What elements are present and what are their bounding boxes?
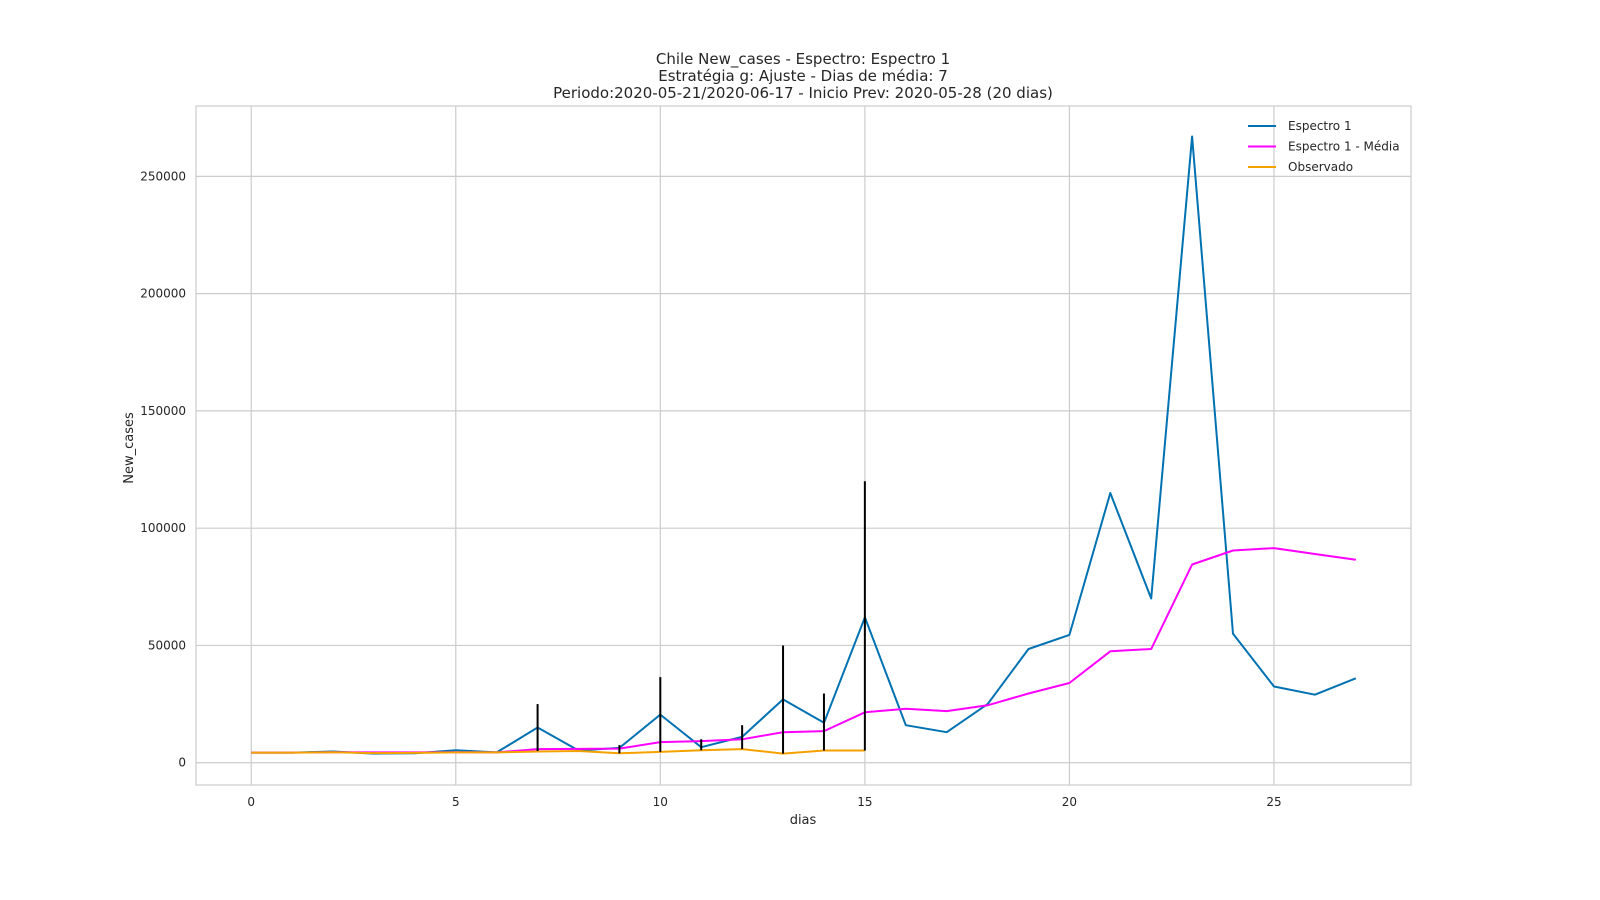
- plot-area-frame: [195, 105, 1412, 786]
- y-tick-label: 50000: [148, 638, 186, 652]
- x-tick-label: 25: [1266, 795, 1281, 809]
- y-axis-label: New_cases: [122, 412, 137, 484]
- x-tick-label: 0: [247, 795, 255, 809]
- x-tick-label: 20: [1062, 795, 1077, 809]
- y-tick-label: 150000: [140, 404, 186, 418]
- x-tick-label: 10: [653, 795, 668, 809]
- y-tick-label: 250000: [140, 169, 186, 183]
- y-tick-label: 100000: [140, 521, 186, 535]
- y-tick-label: 0: [178, 756, 186, 770]
- error-bars: [536, 481, 866, 754]
- chart-title-line-1: Chile New_cases - Espectro: Espectro 1: [656, 50, 950, 69]
- legend: Espectro 1 Espectro 1 - Média Observado: [1248, 119, 1400, 174]
- chart-title-line-2: Estratégia g: Ajuste - Dias de média: 7: [658, 67, 948, 85]
- series-line-3: [251, 748, 865, 755]
- legend-label: Observado: [1288, 160, 1353, 174]
- x-tick-label: 5: [452, 795, 460, 809]
- y-ticks: 0 50000 100000 150000 200000 250000: [140, 169, 186, 769]
- y-tick-label: 200000: [140, 287, 186, 301]
- x-tick-label: 15: [857, 795, 872, 809]
- x-ticks: 0 5 10 15 20 25: [247, 795, 1281, 809]
- chart-title-line-3: Periodo:2020-05-21/2020-06-17 - Inicio P…: [553, 84, 1053, 102]
- chart-title: Chile New_cases - Espectro: Espectro 1 E…: [553, 50, 1053, 102]
- x-axis-label: dias: [790, 813, 817, 828]
- legend-label: Espectro 1 - Média: [1288, 140, 1400, 154]
- series-lines: [251, 135, 1357, 755]
- legend-label: Espectro 1: [1288, 119, 1352, 133]
